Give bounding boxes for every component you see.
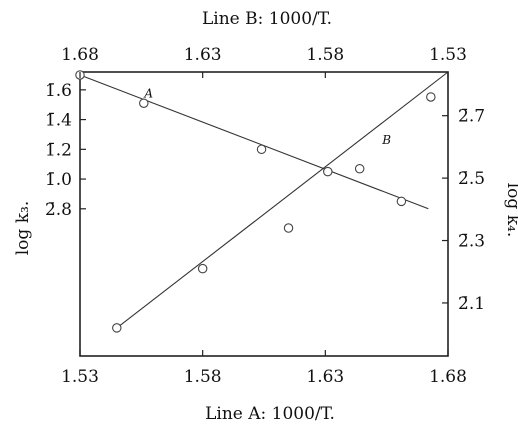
tick-labels: 1.53 1.58 1.63 1.68 1.68 1.63 1.58 1.53 2̄.8 1̄.0… [45, 45, 485, 387]
bottom-tick-label: 1.58 [184, 367, 222, 387]
bottom-tick-label: 1.53 [61, 367, 99, 387]
left-tick-label: 2̄.8 [45, 200, 72, 220]
data-points [75, 70, 436, 333]
line-label-a: A [143, 86, 153, 100]
data-point-b [354, 163, 365, 174]
data-point-a [323, 166, 333, 177]
fit-line-b [116, 71, 449, 329]
data-point-a [139, 98, 149, 108]
top-axis-title: Line B: 1000/T. [202, 9, 332, 29]
fit-lines [79, 71, 449, 329]
plot-frame [79, 71, 449, 357]
right-tick-label: 2̄.7 [458, 107, 485, 127]
fit-line-a [79, 74, 429, 210]
data-point-a [396, 196, 407, 207]
left-tick-label: 1̄.0 [45, 170, 72, 190]
bottom-axis-title: Line A: 1000/T. [205, 404, 335, 424]
data-point-b [112, 323, 122, 333]
right-axis-title: log k₄. [503, 183, 518, 237]
right-tick-label: 2̄.3 [458, 232, 485, 252]
top-tick-label: 1.58 [306, 45, 344, 65]
data-point-b [426, 92, 436, 102]
right-tick-label: 2̄.1 [458, 294, 485, 314]
top-tick-label: 1.63 [184, 45, 222, 65]
left-tick-label: 1̄.4 [45, 111, 72, 131]
data-point-b [283, 223, 294, 233]
data-point-b [197, 263, 208, 274]
line-label-b: B [381, 133, 391, 147]
ticks [79, 72, 449, 356]
left-axis-title: log k₃. [13, 201, 33, 255]
data-point-a [256, 144, 267, 155]
left-tick-label: 1̄.2 [45, 140, 72, 160]
bottom-tick-label: 1.63 [306, 367, 344, 387]
right-tick-label: 2̄.5 [458, 169, 485, 189]
top-tick-label: 1.68 [61, 45, 99, 65]
bottom-tick-label: 1.68 [429, 367, 467, 387]
annotations: AB [143, 86, 391, 147]
top-tick-label: 1.53 [429, 45, 467, 65]
left-tick-label: 1̄.6 [45, 81, 72, 101]
